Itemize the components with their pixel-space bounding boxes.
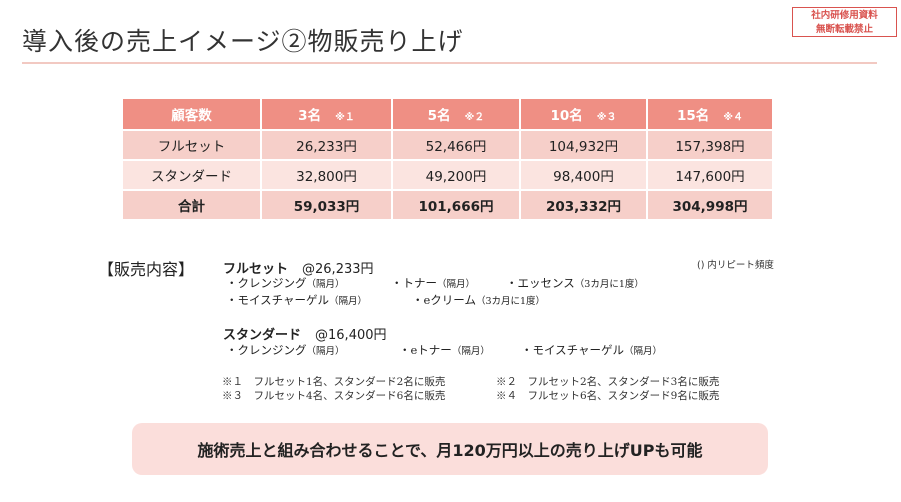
footnote: ※２ フルセット2名、スタンダード3名に販売: [496, 376, 720, 388]
header-note: ※３: [596, 112, 617, 123]
footnote: ※１ フルセット1名、スタンダード2名に販売: [222, 376, 446, 388]
header-note: ※４: [723, 112, 744, 123]
fullset-item: ・eクリーム（3カ月に1度）: [412, 293, 546, 307]
header-cell-5: 5名 ※２: [393, 99, 519, 129]
standard-price: @16,400円: [315, 328, 387, 343]
table-header-row: 顧客数 3名 ※１ 5名 ※２ 10名 ※３ 15名 ※４: [123, 99, 772, 129]
table-cell: 101,666円: [393, 191, 519, 219]
table-cell: 147,600円: [648, 161, 772, 189]
fullset-price: @26,233円: [302, 262, 374, 277]
summary-banner: 施術売上と組み合わせることで、月120万円以上の売り上げUPも可能: [132, 423, 768, 475]
header-cell-3: 3名 ※１: [262, 99, 391, 129]
fullset-item: ・トナー（隔月）: [391, 276, 476, 290]
fullset-item: ・モイスチャーゲル（隔月）: [226, 293, 368, 307]
header-cell-15: 15名 ※４: [648, 99, 772, 129]
banner-text: 施術売上と組み合わせることで、月120万円以上の売り上げUPも可能: [197, 441, 703, 460]
header-cell-customers: 顧客数: [123, 99, 260, 129]
standard-item: ・eトナー（隔月）: [399, 343, 490, 357]
table-cell: 32,800円: [262, 161, 391, 189]
footnote: ※４ フルセット6名、スタンダード9名に販売: [496, 390, 720, 402]
sales-table: 顧客数 3名 ※１ 5名 ※２ 10名 ※３ 15名 ※４ フルセット 26,233円 …: [121, 97, 774, 221]
header-cell-10: 10名 ※３: [521, 99, 646, 129]
table-row: フルセット 26,233円 52,466円 104,932円 157,398円: [123, 131, 772, 159]
row-label: 合計: [123, 191, 260, 219]
frequency-note: () 内リピート頻度: [697, 260, 774, 271]
standard-item: ・モイスチャーゲル（隔月）: [521, 343, 663, 357]
standard-item: ・クレンジング（隔月）: [226, 343, 345, 357]
standard-heading: スタンダード @16,400円: [223, 324, 387, 343]
stamp-line-1: 社内研修用資料: [811, 10, 878, 21]
header-note: ※２: [464, 112, 485, 123]
table-cell: 59,033円: [262, 191, 391, 219]
title-divider: [22, 62, 877, 64]
fullset-item: ・エッセンス（3カ月に1度）: [506, 276, 644, 290]
table-cell: 52,466円: [393, 131, 519, 159]
confidential-stamp: 社内研修用資料 無断転載禁止: [792, 7, 897, 37]
fullset-item: ・クレンジング（隔月）: [226, 276, 345, 290]
section-label: 【販売内容】: [98, 260, 195, 279]
row-label: スタンダード: [123, 161, 260, 189]
standard-name: スタンダード: [223, 328, 302, 343]
page-title: 導入後の売上イメージ②物販売り上げ: [22, 27, 464, 56]
stamp-line-2: 無断転載禁止: [815, 24, 873, 35]
table-cell: 98,400円: [521, 161, 646, 189]
header-note: ※１: [335, 112, 355, 123]
fullset-heading: フルセット @26,233円: [223, 258, 374, 277]
table-cell: 203,332円: [521, 191, 646, 219]
table-row: スタンダード 32,800円 49,200円 98,400円 147,600円: [123, 161, 772, 189]
table-cell: 304,998円: [648, 191, 772, 219]
footnote: ※３ フルセット4名、スタンダード6名に販売: [222, 390, 446, 402]
row-label: フルセット: [123, 131, 260, 159]
table-total-row: 合計 59,033円 101,666円 203,332円 304,998円: [123, 191, 772, 219]
table-cell: 157,398円: [648, 131, 772, 159]
table-cell: 49,200円: [393, 161, 519, 189]
table-cell: 26,233円: [262, 131, 391, 159]
fullset-name: フルセット: [223, 262, 289, 277]
table-cell: 104,932円: [521, 131, 646, 159]
